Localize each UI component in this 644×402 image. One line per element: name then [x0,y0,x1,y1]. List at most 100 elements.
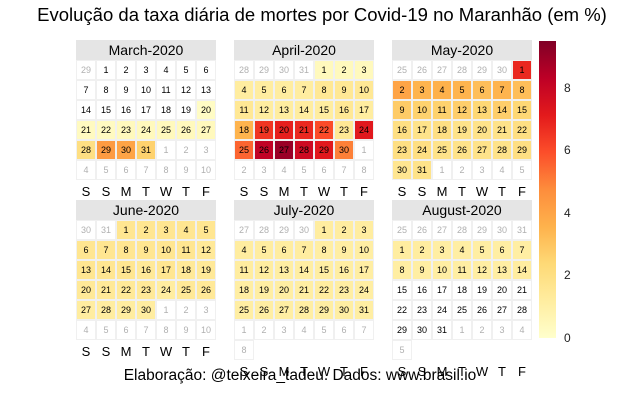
day-cell: 28 [294,300,314,320]
day-cell: 21 [76,120,96,140]
day-cell: 25 [452,300,472,320]
adjacent-day-cell: 2 [254,320,274,340]
day-cell: 2 [392,80,412,100]
adjacent-day-cell: 1 [156,300,176,320]
day-grid: 28 29 30 31 1 2 3 4 5 6 7 8 9 10 11 12 13 14 15 16 17 18 19 20 2… [234,60,374,180]
day-cell: 15 [314,100,334,120]
day-cell: 23 [136,280,156,300]
day-cell: 20 [274,280,294,300]
day-cell: 8 [512,80,532,100]
day-cell: 9 [136,240,156,260]
day-cell: 22 [314,280,334,300]
day-cell: 16 [334,260,354,280]
weekday-label: S [239,184,249,199]
day-cell: 21 [294,120,314,140]
day-cell: 14 [492,100,512,120]
legend-tick: 0 [564,331,571,345]
day-cell: 10 [136,80,156,100]
month-label: May-2020 [392,40,532,60]
adjacent-day-cell: 25 [392,220,412,240]
adjacent-day-cell: 10 [196,320,216,340]
day-cell: 7 [512,240,532,260]
weekday-label: W [475,184,489,199]
adjacent-day-cell: 6 [314,160,334,180]
day-cell: 24 [354,280,374,300]
adjacent-day-cell: 9 [176,160,196,180]
day-cell: 28 [76,140,96,160]
day-cell: 24 [354,120,374,140]
adjacent-day-cell: 4 [76,160,96,180]
legend-tick: 6 [564,143,571,158]
month-panel: July-2020 27 28 29 30 1 2 3 4 5 6 7 8 9 10 11 12 13 14 15 16… [234,200,374,379]
day-cell: 1 [392,240,412,260]
adjacent-day-cell: 3 [472,160,492,180]
day-cell: 31 [432,320,452,340]
weekday-label: S [81,344,91,359]
weekday-label: S [397,364,407,379]
month-label: July-2020 [234,200,374,220]
day-cell: 6 [76,240,96,260]
weekday-label: S [259,184,269,199]
weekday-label: T [142,344,150,359]
day-cell: 7 [492,80,512,100]
day-cell: 3 [432,240,452,260]
day-cell: 29 [96,140,116,160]
day-cell: 17 [136,100,156,120]
adjacent-day-cell: 27 [432,60,452,80]
day-cell: 17 [156,260,176,280]
adjacent-day-cell: 27 [234,220,254,240]
day-cell: 15 [96,100,116,120]
day-cell: 25 [432,140,452,160]
adjacent-day-cell: 1 [452,320,472,340]
day-cell: 14 [294,260,314,280]
day-cell: 6 [274,240,294,260]
weekday-label: M [278,364,290,379]
day-cell: 21 [96,280,116,300]
day-cell: 27 [196,120,216,140]
day-cell: 10 [432,260,452,280]
adjacent-day-cell: 28 [452,220,472,240]
weekday-label: W [317,364,331,379]
adjacent-day-cell: 25 [392,60,412,80]
weekday-label: M [278,184,290,199]
adjacent-day-cell: 4 [294,320,314,340]
day-cell: 14 [512,260,532,280]
day-cell: 22 [512,120,532,140]
adjacent-day-cell: 6 [334,320,354,340]
day-cell: 20 [76,280,96,300]
day-cell: 30 [116,140,136,160]
weekday-label: F [518,364,526,379]
day-cell: 22 [392,300,412,320]
day-cell: 24 [412,140,432,160]
day-cell: 17 [354,260,374,280]
weekday-label: F [518,184,526,199]
day-cell: 13 [472,100,492,120]
day-cell: 18 [234,280,254,300]
day-cell: 21 [512,280,532,300]
day-cell: 18 [432,120,452,140]
weekday-label: S [81,184,91,199]
day-cell: 1 [314,60,334,80]
day-cell: 16 [412,280,432,300]
day-cell: 12 [176,80,196,100]
day-cell: 31 [354,300,374,320]
weekday-label: T [458,364,466,379]
day-cell: 26 [472,300,492,320]
day-cell: 8 [96,80,116,100]
day-cell: 5 [254,240,274,260]
day-cell: 10 [156,240,176,260]
day-cell: 4 [176,220,196,240]
legend-tick: 2 [564,268,571,283]
adjacent-day-cell: 1 [234,320,254,340]
month-panel: May-2020 25 26 27 28 29 30 1 2 3 4 5 6 7 8 9 10 11 12 13 14 1… [392,40,532,199]
adjacent-day-cell: 6 [116,160,136,180]
adjacent-day-cell: 5 [314,320,334,340]
adjacent-day-cell: 7 [334,160,354,180]
day-cell: 25 [234,140,254,160]
weekday-label: T [300,184,308,199]
adjacent-day-cell: 26 [412,220,432,240]
day-cell: 7 [96,240,116,260]
